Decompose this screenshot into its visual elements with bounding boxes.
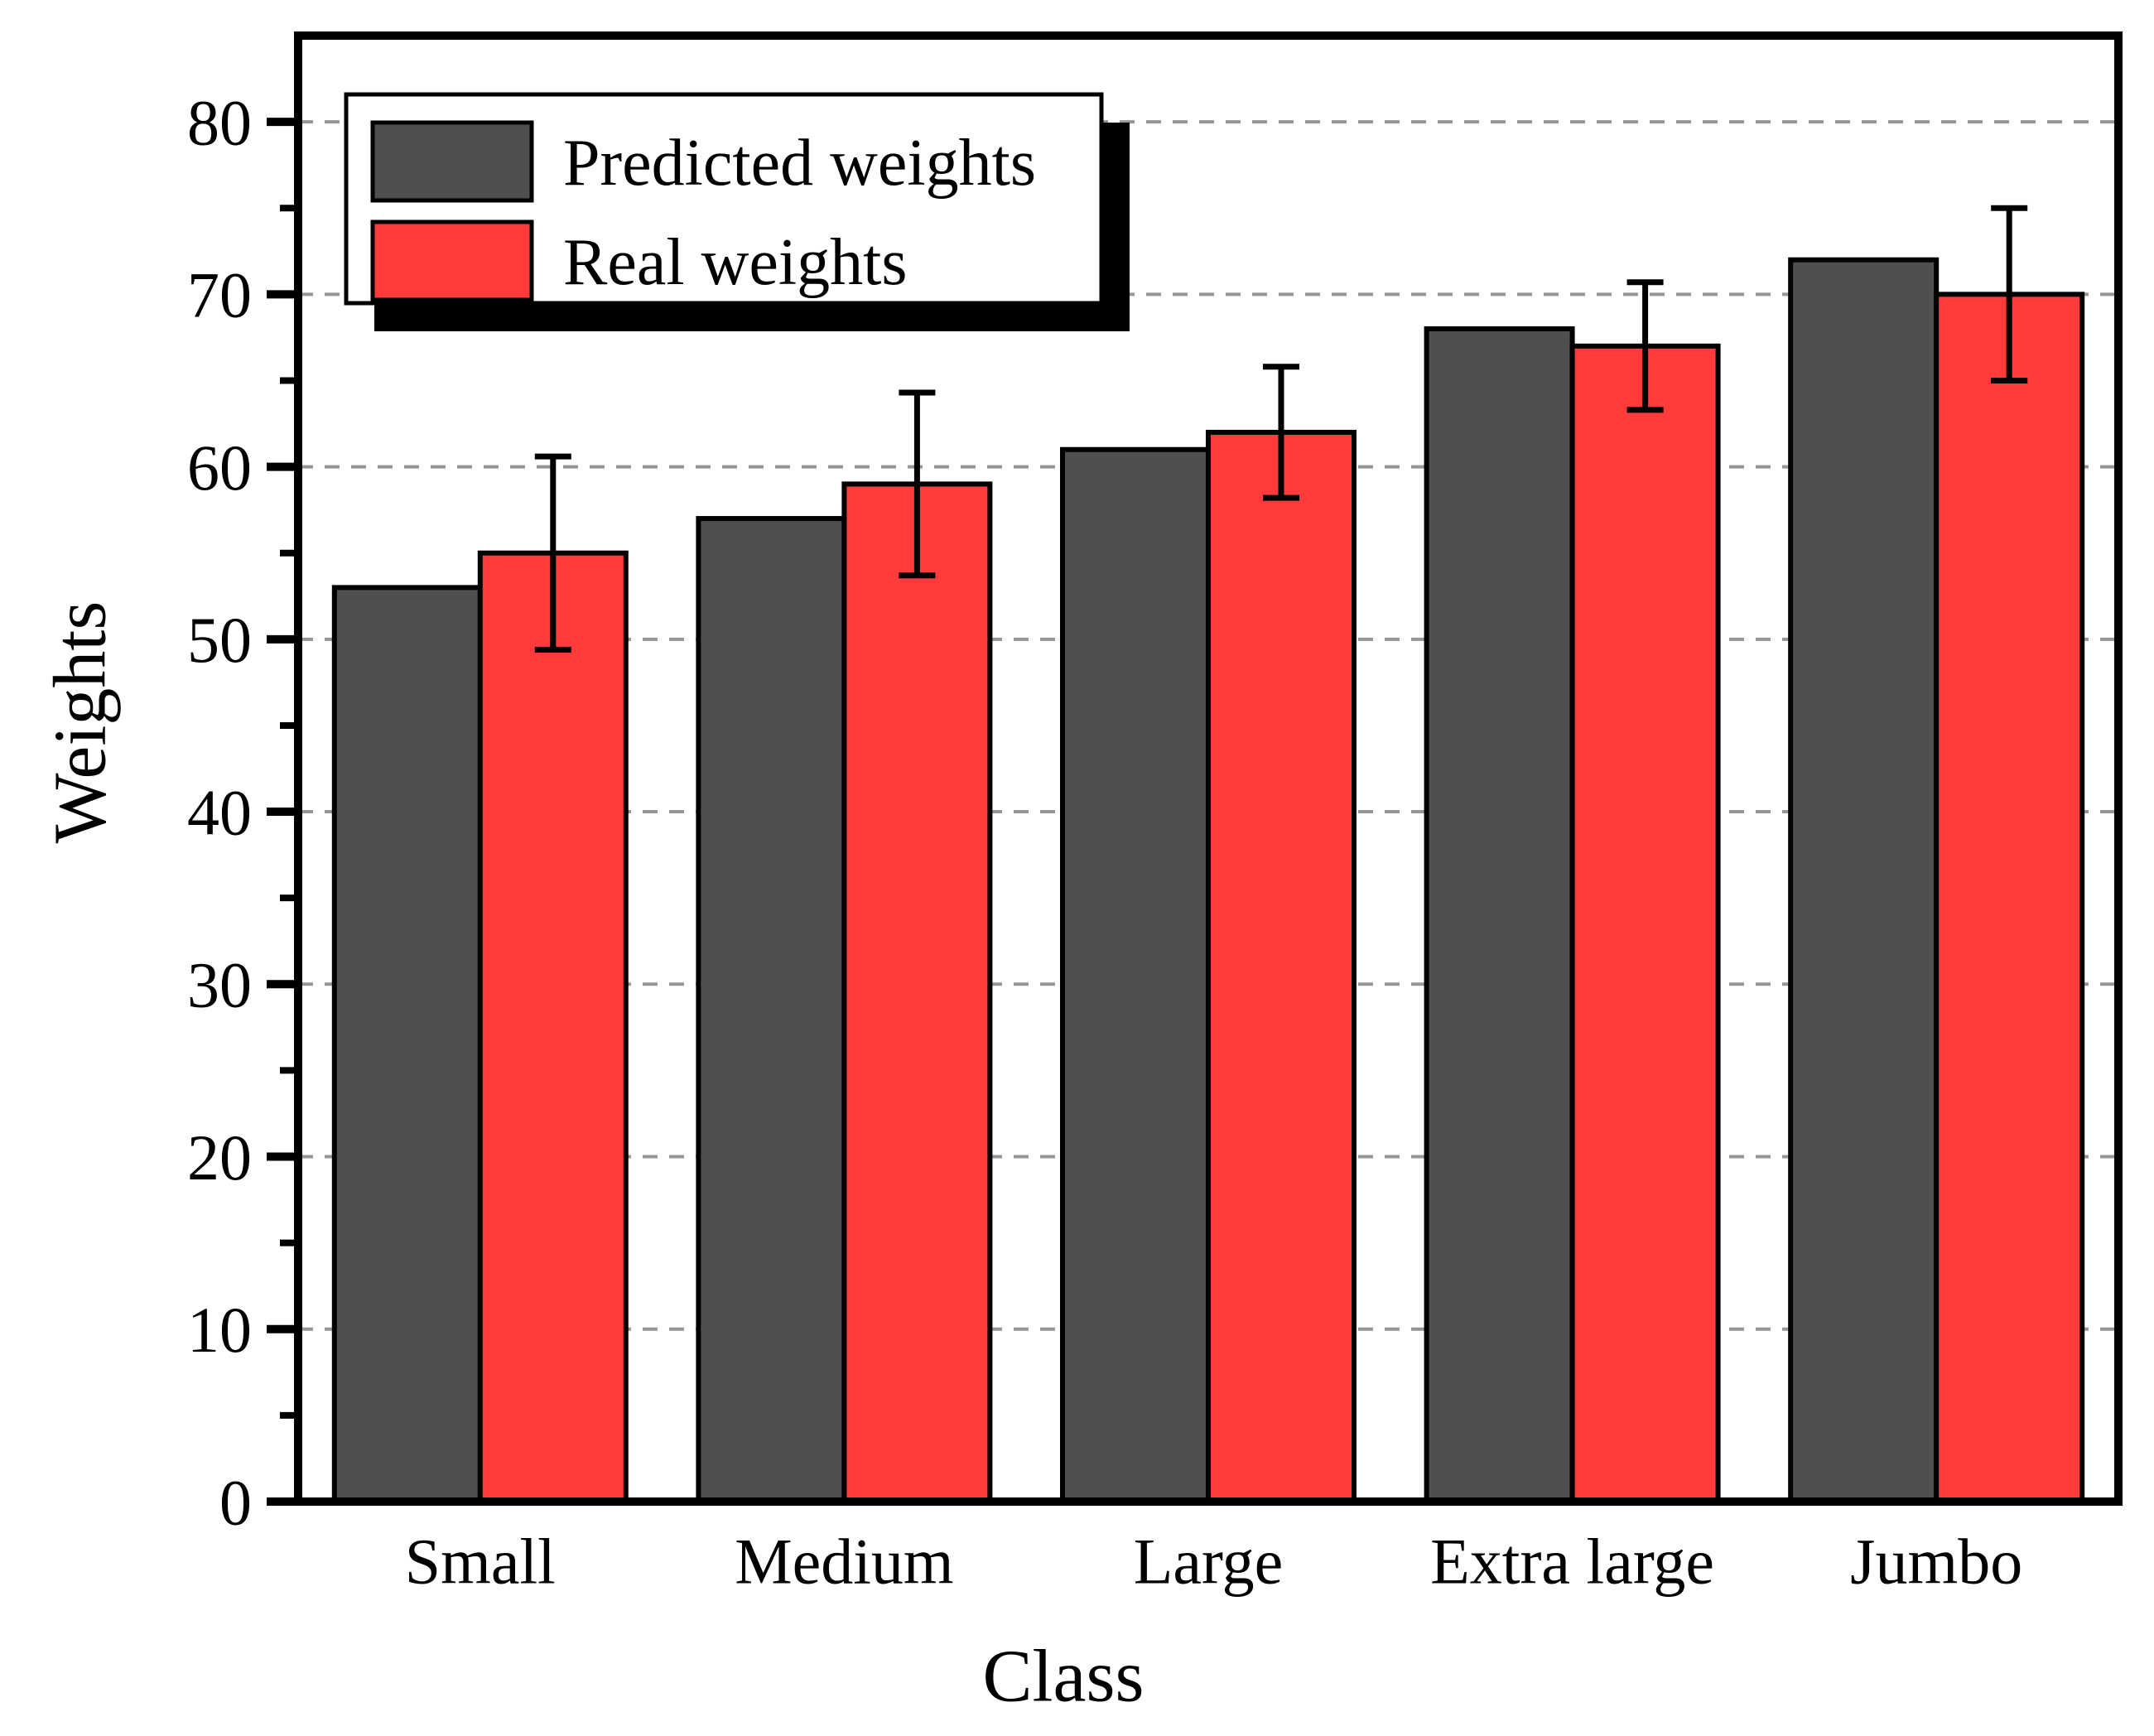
- y-tick-label-0: 0: [219, 1466, 252, 1538]
- x-tick-label-jumbo: Jumbo: [1850, 1525, 2022, 1597]
- y-tick-label-30: 30: [187, 949, 252, 1021]
- bar-real-weights-jumbo: [1934, 292, 2085, 1505]
- plot-frame: [294, 31, 2123, 1506]
- bar-real-weights-extra-large: [1569, 343, 1721, 1505]
- x-tick-label-small: Small: [405, 1525, 556, 1597]
- y-tick-label-10: 10: [187, 1294, 252, 1366]
- bar-predicted-weights-extra-large: [1424, 326, 1575, 1504]
- y-tick-label-60: 60: [187, 432, 252, 504]
- legend-label-real-weights: Real weights: [563, 226, 907, 299]
- error-bar-small: [534, 453, 571, 653]
- x-tick-label-extra-large: Extra large: [1430, 1525, 1714, 1597]
- legend-swatch-predicted-weights: [370, 120, 534, 203]
- legend-swatch-real-weights: [370, 219, 534, 302]
- y-tick-label-20: 20: [187, 1121, 252, 1194]
- bar-real-weights-large: [1206, 429, 1356, 1504]
- error-bar-jumbo: [1991, 205, 2028, 383]
- error-bar-large: [1263, 364, 1299, 501]
- y-axis-title: Weights: [40, 601, 122, 844]
- error-bar-extra-large: [1626, 279, 1664, 413]
- x-tick-label-large: Large: [1134, 1525, 1283, 1597]
- bar-predicted-weights-small: [331, 585, 483, 1505]
- y-tick-label-40: 40: [187, 776, 252, 848]
- y-tick-label-50: 50: [187, 604, 252, 676]
- legend-label-predicted-weights: Predicted weights: [563, 127, 1036, 200]
- legend: Predicted weights Real weights: [344, 92, 1130, 331]
- bar-predicted-weights-large: [1060, 446, 1211, 1505]
- bar-predicted-weights-medium: [696, 516, 847, 1504]
- y-tick-label-80: 80: [187, 86, 252, 158]
- bar-real-weights-small: [477, 550, 629, 1504]
- x-tick-label-medium: Medium: [735, 1525, 953, 1597]
- bar-real-weights-medium: [841, 481, 993, 1504]
- bar-predicted-weights-jumbo: [1788, 257, 1940, 1504]
- y-tick-label-70: 70: [187, 259, 252, 331]
- x-axis-title: Class: [982, 1636, 1144, 1718]
- error-bar-medium: [899, 389, 936, 579]
